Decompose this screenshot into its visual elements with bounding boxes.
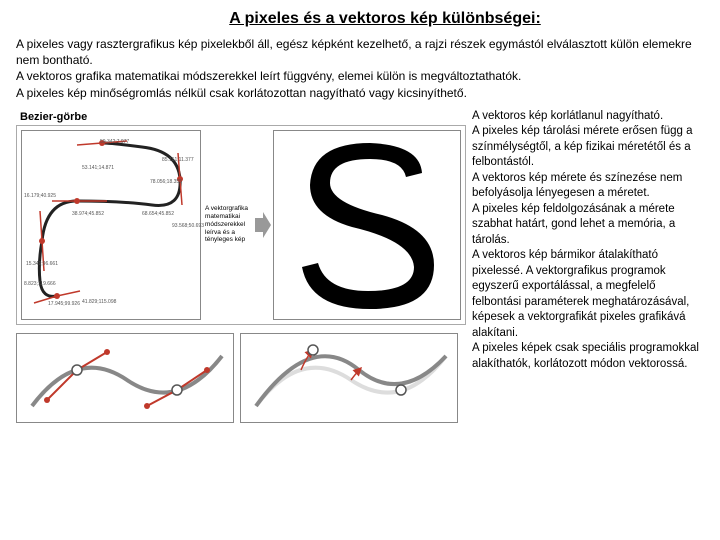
coord-label: 59.342;7.977 <box>100 139 129 145</box>
arrow-icon <box>253 210 271 240</box>
diagram-row: 59.342;7.977 85.151;11.377 53.141;14.871 78… <box>16 125 466 325</box>
left-column: Bezier-görbe <box>16 109 466 423</box>
page-title: A pixeles és a vektoros kép különbségei: <box>16 10 704 28</box>
bottom-bezier-box <box>16 333 234 423</box>
coord-label: 16.179;40.925 <box>24 193 56 199</box>
bezier-curve-box: 59.342;7.977 85.151;11.377 53.141;14.871 78… <box>21 130 201 320</box>
middle-caption: A vektorgrafika matematikai módszerekkel… <box>203 203 251 246</box>
intro-text: A pixeles vagy rasztergrafikus kép pixel… <box>16 36 704 101</box>
bezier-label: Bezier-görbe <box>20 111 466 123</box>
coord-label: 15.349;96.661 <box>26 261 58 267</box>
coord-label: 8.823;119.666 <box>24 281 56 287</box>
coord-label: 53.141;14.871 <box>82 165 114 171</box>
letter-s-svg <box>282 135 452 315</box>
coord-label: 41.829;115.098 <box>82 299 116 305</box>
coord-label: 17.945;99.926 <box>48 301 80 307</box>
coord-label: 85.151;11.377 <box>162 157 194 163</box>
content-row: Bezier-görbe <box>16 109 704 423</box>
coord-label: 38.974;45.852 <box>72 211 104 217</box>
bottom-row <box>16 333 466 423</box>
coord-label: 68.654;45.852 <box>142 211 174 217</box>
bottom-move-box <box>240 333 458 423</box>
coord-label: 78.056;18.355 <box>150 179 182 185</box>
right-column: A vektoros kép korlátlanul nagyítható.A … <box>472 109 704 423</box>
coord-label: 93.568;50.693 <box>172 223 204 229</box>
letter-s-box <box>273 130 461 320</box>
